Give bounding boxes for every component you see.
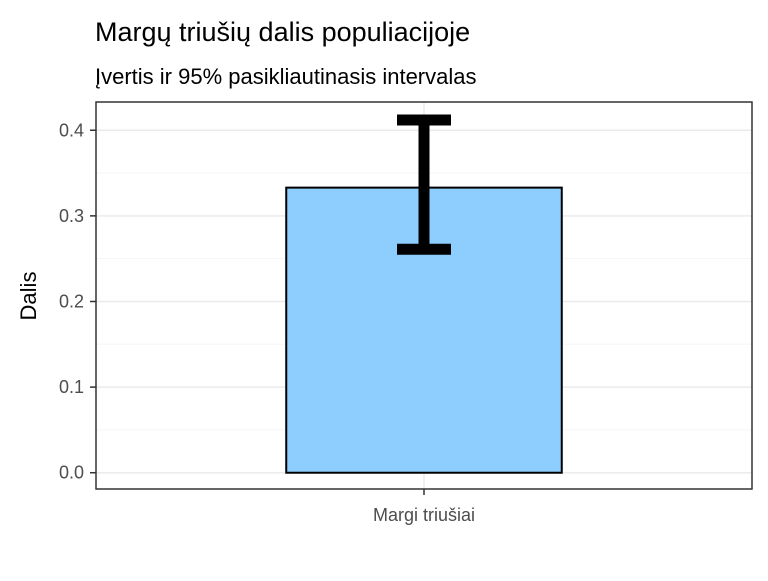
y-axis-label: Dalis (16, 272, 41, 321)
y-tick-label: 0.1 (59, 377, 84, 397)
plot-panel: 0.0 0.1 0.2 0.3 0.4 Margi triušiai (59, 101, 753, 525)
x-tick-label: Margi triušiai (373, 505, 475, 525)
chart-title: Margų triušių dalis populiacijoje (95, 17, 470, 47)
y-tick-label: 0.3 (59, 206, 84, 226)
y-tick-label: 0.0 (59, 463, 84, 483)
chart-subtitle: Įvertis ir 95% pasikliautinasis interval… (95, 64, 477, 89)
y-tick-label: 0.2 (59, 291, 84, 311)
y-tick-label: 0.4 (59, 120, 84, 140)
